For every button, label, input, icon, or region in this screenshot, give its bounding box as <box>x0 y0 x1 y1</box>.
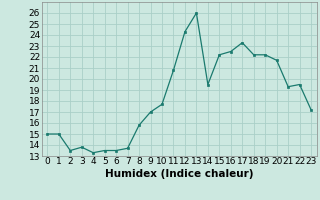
X-axis label: Humidex (Indice chaleur): Humidex (Indice chaleur) <box>105 169 253 179</box>
